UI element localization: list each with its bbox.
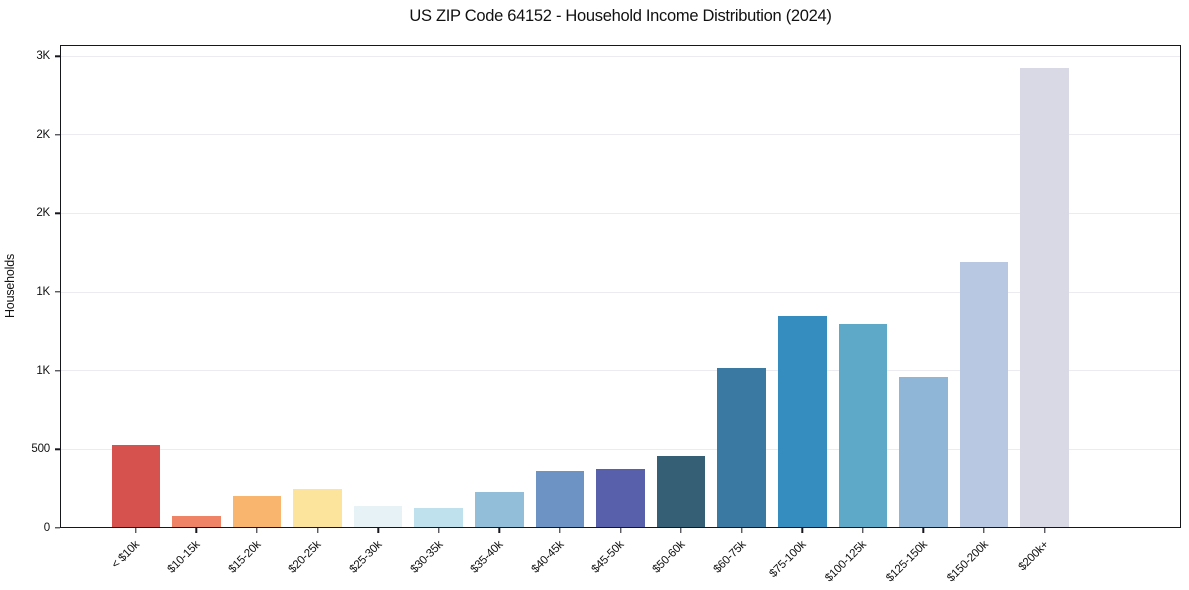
bar-150-200k — [959, 262, 1009, 528]
chart-title: US ZIP Code 64152 - Household Income Dis… — [409, 7, 832, 25]
x-tick-label-text: $50-60k — [650, 538, 688, 576]
bar-10-15k — [172, 516, 221, 528]
gridline — [60, 212, 1181, 215]
x-tick-mark — [740, 528, 743, 533]
x-tick-mark — [377, 528, 379, 533]
x-tick-label-text: $20-25k — [286, 538, 324, 576]
gridline — [60, 448, 1181, 450]
x-tick-label-text: $30-35k — [408, 538, 445, 576]
y-tick-mark — [55, 134, 60, 136]
x-tick-mark — [559, 528, 561, 533]
x-tick-mark — [195, 528, 198, 533]
y-tick-label: 1K — [36, 286, 50, 299]
x-tick-label-text: $35-40k — [468, 538, 506, 576]
plot-frame — [60, 45, 1181, 528]
gridline — [60, 134, 1181, 136]
gridline — [60, 291, 1181, 293]
y-tick-label: 2K — [36, 207, 50, 220]
bar-30-35k — [414, 508, 463, 528]
x-tick-label-text: $25-30k — [347, 538, 385, 576]
x-tick-mark — [619, 528, 622, 533]
x-tick-mark — [498, 528, 500, 533]
x-tick-mark — [922, 528, 925, 533]
x-tick-mark — [316, 528, 319, 533]
x-tick-mark — [983, 528, 985, 533]
x-tick-label-text: $40-45k — [529, 538, 567, 576]
y-tick-label: 0 — [43, 522, 50, 534]
x-tick-label-text: $10-15k — [165, 538, 203, 576]
x-tick-mark — [680, 528, 682, 533]
bar-60-75k — [717, 367, 766, 528]
bar-40-45k — [535, 471, 585, 528]
y-tick-label: 2K — [36, 128, 50, 141]
bar-45-50k — [596, 469, 645, 528]
x-tick-mark — [1043, 528, 1046, 533]
bar-100-125k — [838, 323, 888, 528]
bar-15-20k — [232, 495, 282, 528]
x-tick-label-text: $60-75k — [711, 538, 748, 576]
y-tick-label: 3K — [36, 50, 50, 63]
x-tick-mark — [135, 528, 137, 533]
x-tick-label-text: $125-150k — [884, 538, 930, 585]
bar-10k — [111, 444, 160, 528]
bar-200k+ — [1020, 67, 1069, 528]
y-tick-mark — [55, 212, 60, 215]
x-tick-mark — [801, 528, 803, 533]
plot-area — [60, 45, 1181, 528]
x-tick-label-text: $45-50k — [589, 538, 627, 576]
bar-35-40k — [475, 491, 524, 528]
x-tick-label-text: $15-20k — [226, 538, 264, 576]
y-tick-mark — [55, 448, 60, 451]
x-tick-label-text: $150-200k — [944, 538, 991, 585]
bar-25-30k — [353, 505, 403, 528]
bar-125-150k — [899, 377, 948, 528]
y-tick-mark — [55, 55, 60, 57]
x-tick-mark — [862, 528, 864, 533]
bar-20-25k — [293, 488, 342, 528]
y-tick-mark — [55, 527, 60, 529]
x-tick-label-text: $200k+ — [1016, 538, 1051, 574]
x-tick-label-text: < $10k — [109, 538, 142, 572]
x-tick-mark — [256, 528, 258, 533]
x-tick-label-text: $75-100k — [767, 538, 809, 581]
x-tick-label-text: $100-125k — [823, 538, 870, 585]
y-tick-mark — [55, 370, 60, 372]
bar-50-60k — [656, 456, 706, 528]
gridline — [60, 55, 1181, 57]
y-tick-label: 500 — [31, 443, 50, 456]
gridline — [60, 370, 1181, 372]
y-tick-mark — [55, 291, 60, 293]
x-tick-mark — [438, 528, 440, 533]
y-tick-label: 1K — [36, 364, 50, 377]
bar-75-100k — [778, 315, 827, 528]
